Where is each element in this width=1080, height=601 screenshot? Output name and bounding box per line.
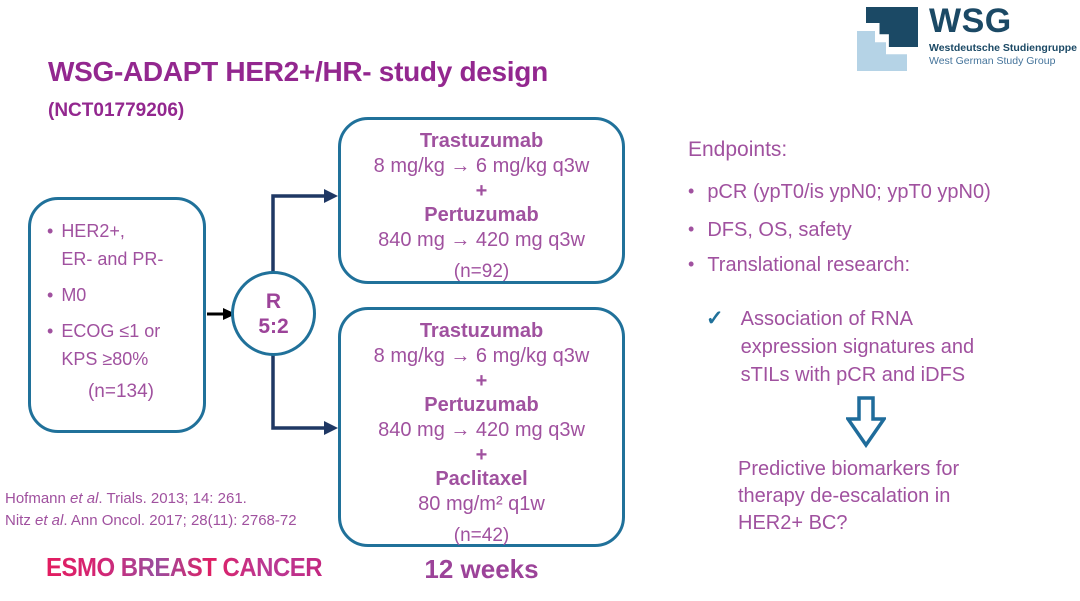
arrowhead-bottom-arm	[324, 421, 338, 435]
page-title: WSG-ADAPT HER2+/HR- study design	[48, 56, 548, 87]
treatment-duration: 12 weeks	[424, 554, 539, 584]
plus-sign: +	[475, 180, 488, 202]
reference-line: Hofmann et al. Trials. 2013; 14: 261.	[5, 488, 297, 510]
conclusion-text: Predictive biomarkers for therapy de-esc…	[738, 458, 960, 534]
drug-name: Trastuzumab	[419, 320, 544, 342]
plus-sign: +	[475, 444, 488, 466]
references: Hofmann et al. Trials. 2013; 14: 261. Ni…	[5, 488, 297, 532]
wsg-name-english: West German Study Group	[929, 55, 1056, 67]
drug-name: Pertuzumab	[424, 394, 539, 416]
bullet-icon: •	[47, 221, 54, 241]
reference-etal: et al	[35, 512, 64, 529]
bullet-icon: •	[688, 254, 695, 274]
endpoint-item-translational: • Translational research:	[688, 254, 910, 277]
wsg-logo-text: WSG Westdeutsche Studiengruppe West Germ…	[929, 3, 1079, 67]
eligibility-item-ecog: • ECOG ≤1 or KPS ≥80%	[47, 317, 195, 373]
endpoint-item-text: pCR (ypT0/is ypN0; ypT0 ypN0)	[707, 181, 991, 203]
randomization-circle: R 5:2	[231, 271, 316, 356]
arm-trastuzumab-pertuzumab: Trastuzumab 8 mg/kg → 6 mg/kg q3w + Pert…	[338, 117, 625, 284]
drug-dose: 80 mg/m² q1w	[418, 493, 545, 515]
drug-dose: 840 mg → 420 mg q3w	[378, 419, 585, 441]
wsg-name-german: Westdeutsche Studiengruppe	[929, 42, 1077, 54]
eligibility-item-text: HER2+, ER- and PR-	[61, 221, 164, 269]
connector-top-arm	[271, 194, 325, 274]
checkmark-icon: ✓	[706, 307, 724, 330]
arm-trastuzumab-pertuzumab-paclitaxel: Trastuzumab 8 mg/kg → 6 mg/kg q3w + Pert…	[338, 307, 625, 547]
eligibility-item-her2: • HER2+, ER- and PR-	[47, 217, 195, 273]
endpoint-item-text: DFS, OS, safety	[707, 219, 852, 241]
randomization-letter: R	[265, 289, 282, 313]
drug-name: Pertuzumab	[424, 204, 539, 226]
esmo-breast-cancer-logo: ESMO BREAST CANCER	[46, 552, 323, 582]
bullet-icon: •	[47, 321, 54, 341]
eligibility-box: • HER2+, ER- and PR- • M0 • ECOG ≤1 or K…	[28, 197, 206, 433]
wsg-acronym: WSG	[929, 2, 1012, 40]
eligibility-item-m0: • M0	[47, 281, 195, 309]
eligibility-item-text: ECOG ≤1 or KPS ≥80%	[61, 321, 161, 369]
eligibility-item-text: M0	[61, 285, 87, 305]
wsg-puzzle-icon	[857, 5, 919, 71]
wsg-logo: WSG Westdeutsche Studiengruppe West Germ…	[857, 3, 1077, 73]
plus-sign: +	[475, 370, 488, 392]
trial-registration-id: (NCT01779206)	[48, 100, 185, 121]
down-arrow-icon	[846, 396, 886, 448]
drug-name: Paclitaxel	[435, 468, 528, 490]
connector-bottom-arm	[271, 353, 325, 430]
endpoint-item-pcr: • pCR (ypT0/is ypN0; ypT0 ypN0)	[688, 181, 991, 204]
endpoint-item-dfs-os: • DFS, OS, safety	[688, 219, 852, 242]
reference-author: Nitz	[5, 512, 35, 529]
arrowhead-top-arm	[324, 189, 338, 203]
arm-n-count: (n=92)	[453, 261, 510, 282]
reference-etal: et al	[70, 490, 99, 507]
randomization-ratio: 5:2	[258, 314, 289, 338]
endpoints-heading: Endpoints:	[688, 138, 788, 161]
drug-name: Trastuzumab	[419, 130, 544, 152]
reference-author: Hofmann	[5, 490, 71, 507]
bullet-icon: •	[47, 285, 54, 305]
translational-check-item: ✓ Association of RNA expression signatur…	[706, 305, 997, 389]
arm-n-count: (n=42)	[453, 525, 510, 546]
translational-check-text: Association of RNA expression signatures…	[740, 308, 975, 386]
eligibility-list: • HER2+, ER- and PR- • M0 • ECOG ≤1 or K…	[47, 217, 195, 373]
eligibility-n-count: (n=134)	[87, 381, 155, 402]
bullet-icon: •	[688, 219, 695, 239]
reference-line: Nitz et al. Ann Oncol. 2017; 28(11): 276…	[5, 510, 297, 532]
reference-rest: . Trials. 2013; 14: 261.	[98, 490, 247, 507]
drug-dose: 8 mg/kg → 6 mg/kg q3w	[373, 345, 590, 367]
reference-rest: . Ann Oncol. 2017; 28(11): 2768-72	[63, 512, 297, 529]
drug-dose: 8 mg/kg → 6 mg/kg q3w	[373, 155, 590, 177]
bullet-icon: •	[688, 181, 695, 201]
endpoint-item-text: Translational research:	[707, 254, 910, 276]
drug-dose: 840 mg → 420 mg q3w	[378, 229, 585, 251]
